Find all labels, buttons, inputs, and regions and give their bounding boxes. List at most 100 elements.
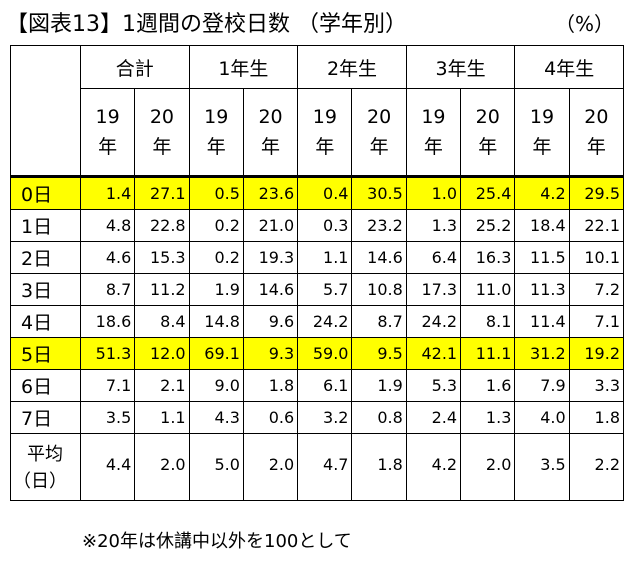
value-cell: 16.3 bbox=[460, 241, 516, 274]
group-header-total: 合計 bbox=[80, 45, 190, 89]
value-cell: 27.1 bbox=[134, 175, 190, 210]
year-header-cell: 19 年 bbox=[188, 88, 244, 177]
year-header-cell: 20 年 bbox=[460, 88, 516, 177]
value-cell: 1.8 bbox=[242, 369, 299, 402]
year-kanji: 年 bbox=[261, 136, 281, 158]
table-row: 5日 51.3 12.0 69.1 9.3 59.0 9.5 42.1 11.1 31.2 19.2 bbox=[10, 337, 625, 370]
average-value-cell: 1.8 bbox=[351, 433, 407, 501]
average-value-cell: 3.5 bbox=[514, 433, 570, 501]
value-cell: 69.1 bbox=[188, 337, 244, 370]
value-cell: 8.7 bbox=[79, 273, 136, 306]
average-label-line1: 平均 bbox=[27, 444, 63, 465]
year-header-cell: 20 年 bbox=[351, 88, 407, 177]
value-cell: 4.8 bbox=[79, 209, 136, 242]
year-header-cell: 19 年 bbox=[79, 88, 136, 177]
value-cell: 12.0 bbox=[134, 337, 190, 370]
average-value-cell: 5.0 bbox=[188, 433, 244, 501]
value-cell: 1.0 bbox=[405, 175, 462, 210]
year-number: 19 bbox=[529, 106, 555, 128]
year-kanji: 年 bbox=[98, 136, 118, 158]
year-number: 20 bbox=[367, 106, 392, 128]
value-cell: 3.3 bbox=[568, 369, 625, 402]
year-number: 19 bbox=[312, 106, 337, 128]
average-value-cell: 2.0 bbox=[134, 433, 190, 501]
average-value-cell: 4.7 bbox=[297, 433, 353, 501]
row-label: 1日 bbox=[10, 209, 81, 242]
year-kanji: 年 bbox=[423, 136, 443, 158]
year-kanji: 年 bbox=[532, 136, 552, 158]
table-row: 3日 8.7 11.2 1.9 14.6 5.7 10.8 17.3 11.0 11.3 7.2 bbox=[10, 273, 625, 306]
value-cell: 4.0 bbox=[514, 401, 570, 434]
average-value-cell: 4.4 bbox=[79, 433, 136, 501]
average-row: 平均 （日） 4.4 2.0 5.0 2.0 4.7 1.8 4.2 2.0 3.5 2.2 bbox=[10, 433, 625, 501]
year-kanji: 年 bbox=[206, 136, 226, 158]
group-header-grade-4: 4年生 bbox=[514, 45, 624, 89]
average-value-cell: 4.2 bbox=[405, 433, 462, 501]
value-cell: 11.4 bbox=[514, 305, 570, 338]
value-cell: 19.2 bbox=[568, 337, 625, 370]
year-header-cell: 19 年 bbox=[297, 88, 353, 177]
value-cell: 31.2 bbox=[514, 337, 570, 370]
group-header-grade-3: 3年生 bbox=[405, 45, 516, 89]
table-title: 【図表13】1週間の登校日数 （学年別） bbox=[6, 12, 407, 37]
value-cell: 11.2 bbox=[134, 273, 190, 306]
value-cell: 24.2 bbox=[405, 305, 462, 338]
value-cell: 25.4 bbox=[460, 175, 516, 210]
value-cell: 1.1 bbox=[134, 401, 190, 434]
year-kanji: 年 bbox=[315, 136, 335, 158]
value-cell: 1.4 bbox=[79, 175, 136, 210]
value-cell: 4.6 bbox=[79, 241, 136, 274]
value-cell: 8.4 bbox=[134, 305, 190, 338]
row-label: 0日 bbox=[10, 175, 81, 210]
value-cell: 11.3 bbox=[514, 273, 570, 306]
table-row: 0日 1.4 27.1 0.5 23.6 0.4 30.5 1.0 25.4 4.2 29.5 bbox=[10, 175, 625, 210]
value-cell: 23.6 bbox=[242, 175, 299, 210]
value-cell: 1.6 bbox=[460, 369, 516, 402]
header-group-row: 合計 1年生 2年生 3年生 4年生 bbox=[10, 45, 624, 177]
year-number: 20 bbox=[149, 106, 175, 128]
value-cell: 14.6 bbox=[242, 273, 299, 306]
value-cell: 6.1 bbox=[297, 369, 353, 402]
value-cell: 3.5 bbox=[79, 401, 136, 434]
group-header-grade-2: 2年生 bbox=[297, 45, 407, 89]
average-value-cell: 2.0 bbox=[460, 433, 516, 501]
value-cell: 19.3 bbox=[242, 241, 299, 274]
average-value-cell: 2.2 bbox=[568, 433, 625, 501]
value-cell: 2.1 bbox=[134, 369, 190, 402]
value-cell: 24.2 bbox=[297, 305, 353, 338]
value-cell: 25.2 bbox=[460, 209, 516, 242]
value-cell: 18.4 bbox=[514, 209, 570, 242]
value-cell: 1.3 bbox=[460, 401, 516, 434]
value-cell: 5.7 bbox=[297, 273, 353, 306]
table-row: 4日 18.6 8.4 14.8 9.6 24.2 8.7 24.2 8.1 11.4 7.1 bbox=[10, 305, 625, 338]
value-cell: 0.2 bbox=[188, 209, 244, 242]
row-label: 5日 bbox=[10, 337, 81, 370]
year-header-cell: 20 年 bbox=[242, 88, 299, 177]
year-number: 19 bbox=[204, 106, 229, 128]
value-cell: 15.3 bbox=[134, 241, 190, 274]
value-cell: 14.8 bbox=[188, 305, 244, 338]
year-number: 20 bbox=[584, 106, 609, 128]
header-years-row: 19 年 20 年 19 年 20 年 19 年 20 年 19 年 20 年 19 年 20 年 bbox=[11, 88, 625, 177]
value-cell: 0.5 bbox=[188, 175, 244, 210]
year-kanji: 年 bbox=[478, 136, 498, 158]
year-header-cell: 19 年 bbox=[405, 88, 462, 177]
value-cell: 0.2 bbox=[188, 241, 244, 274]
value-cell: 10.1 bbox=[568, 241, 625, 274]
value-cell: 11.0 bbox=[460, 273, 516, 306]
value-cell: 1.3 bbox=[405, 209, 462, 242]
value-cell: 14.6 bbox=[351, 241, 407, 274]
table-row: 1日 4.8 22.8 0.2 21.0 0.3 23.2 1.3 25.2 18.4 22.1 bbox=[10, 209, 625, 242]
value-cell: 10.8 bbox=[351, 273, 407, 306]
year-kanji: 年 bbox=[586, 136, 606, 158]
value-cell: 1.8 bbox=[568, 401, 625, 434]
value-cell: 11.5 bbox=[514, 241, 570, 274]
value-cell: 9.6 bbox=[242, 305, 299, 338]
year-number: 19 bbox=[95, 106, 120, 128]
value-cell: 0.4 bbox=[297, 175, 353, 210]
year-kanji: 年 bbox=[152, 136, 172, 158]
average-label: 平均 （日） bbox=[10, 433, 81, 501]
average-label-line2: （日） bbox=[13, 471, 67, 492]
value-cell: 51.3 bbox=[79, 337, 136, 370]
value-cell: 9.0 bbox=[188, 369, 244, 402]
